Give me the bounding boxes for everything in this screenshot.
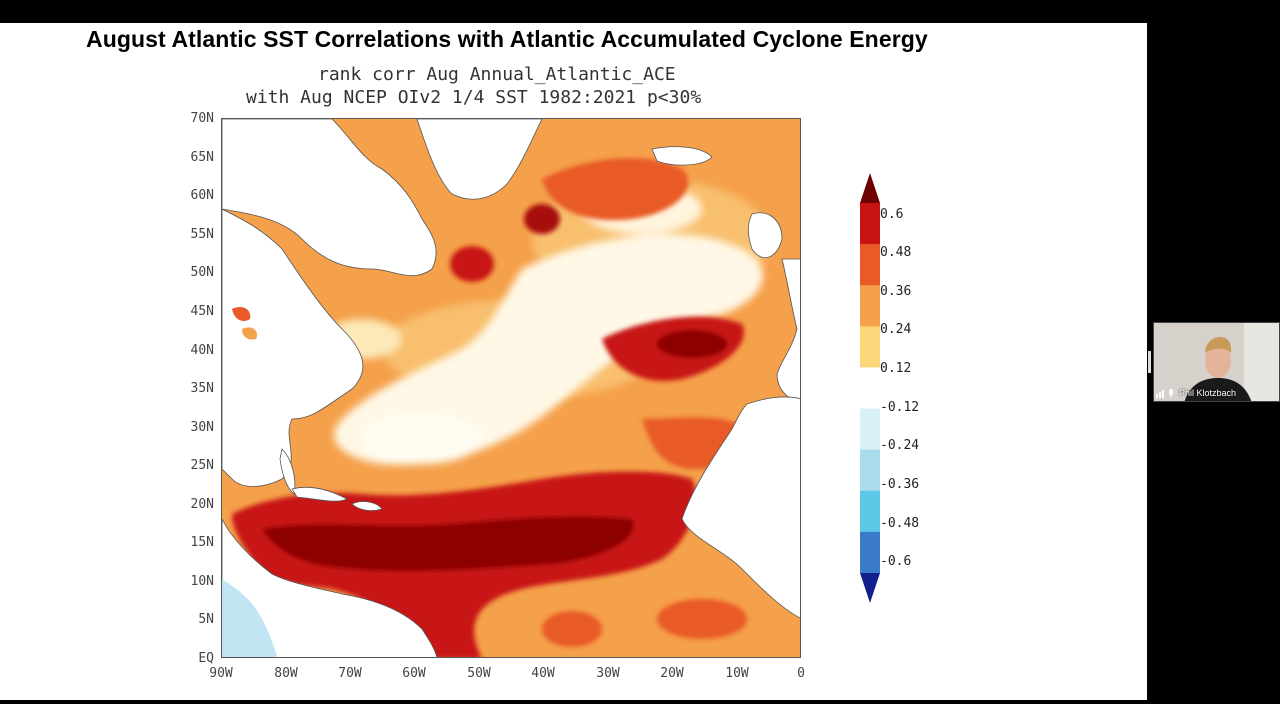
lat-label: 55N (190, 227, 214, 242)
plot-subtitle-line-1: rank corr Aug Annual_Atlantic_ACE (318, 64, 676, 85)
sst-correlation-map (221, 118, 801, 658)
lat-label: 65N (190, 150, 214, 165)
colorbar-segment (860, 367, 880, 410)
lon-label: 70W (338, 666, 362, 681)
colorbar-segment (860, 531, 880, 574)
lon-label: 40W (531, 666, 555, 681)
lat-label: 30N (190, 420, 214, 435)
lat-label: 25N (190, 458, 214, 473)
colorbar-segment (860, 449, 880, 492)
slide-title: August Atlantic SST Correlations with At… (86, 26, 928, 52)
colorbar-bottom-arrow (860, 573, 880, 603)
lat-label: EQ (198, 651, 214, 666)
mic-icon (1156, 389, 1173, 398)
colorbar-segment (860, 285, 880, 327)
lat-label: 70N (190, 111, 214, 126)
colorbar-label: 0.24 (880, 322, 912, 337)
lat-label: 45N (190, 304, 214, 319)
colorbar-label: -0.12 (880, 400, 920, 415)
lat-label: 20N (190, 497, 214, 512)
colorbar-segment (860, 244, 880, 286)
colorbar-label: -0.6 (880, 554, 912, 569)
colorbar-label: 0.12 (880, 361, 912, 376)
colorbar-label: -0.48 (880, 516, 920, 531)
colorbar-label: 0.36 (880, 284, 912, 299)
presentation-slide: August Atlantic SST Correlations with At… (0, 23, 1147, 700)
colorbar-label: -0.24 (880, 438, 920, 453)
lon-label: 90W (209, 666, 233, 681)
panel-resize-handle[interactable] (1148, 351, 1151, 373)
lon-label: 60W (402, 666, 426, 681)
lon-label: 80W (274, 666, 298, 681)
colorbar-segment (860, 490, 880, 533)
colorbar-label: -0.36 (880, 477, 920, 492)
lon-label: 50W (467, 666, 491, 681)
color-scale-bar (860, 173, 880, 603)
lat-label: 10N (190, 574, 214, 589)
participant-video-tile[interactable]: Phil Klotzbach (1153, 322, 1280, 402)
participant-name: Phil Klotzbach (1179, 388, 1237, 398)
lat-label: 15N (190, 535, 214, 550)
colorbar-segment (860, 408, 880, 451)
colorbar-label: 0.6 (880, 207, 904, 222)
lat-label: 35N (190, 381, 214, 396)
map-image (222, 119, 800, 657)
plot-subtitle-line-2: with Aug NCEP OIv2 1/4 SST 1982:2021 p<3… (246, 87, 702, 108)
lon-label: 0 (797, 666, 805, 681)
lat-label: 5N (198, 612, 214, 627)
lon-label: 10W (725, 666, 749, 681)
lat-label: 50N (190, 265, 214, 280)
colorbar-top-arrow (860, 173, 880, 203)
colorbar-label: 0.48 (880, 245, 912, 260)
lat-label: 60N (190, 188, 214, 203)
lat-label: 40N (190, 343, 214, 358)
lon-label: 30W (596, 666, 620, 681)
lon-label: 20W (660, 666, 684, 681)
participant-video-frame (1154, 323, 1279, 401)
colorbar-segment (860, 326, 880, 368)
colorbar-segment (860, 203, 880, 245)
